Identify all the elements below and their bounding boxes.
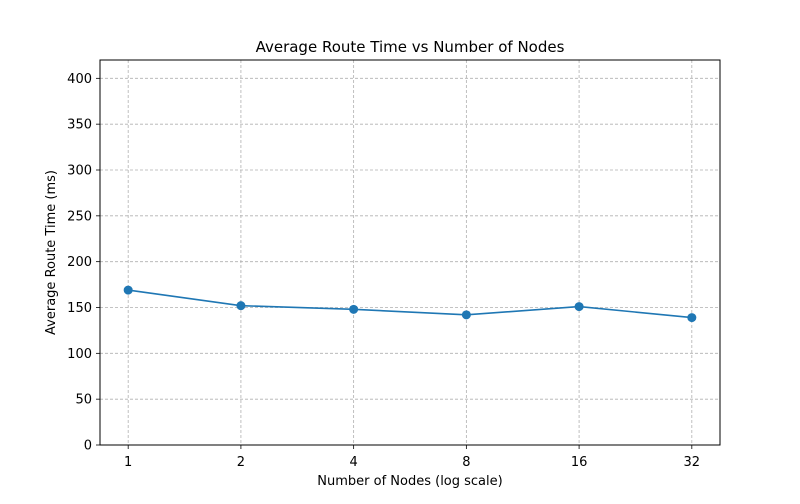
data-point — [574, 302, 584, 312]
y-axis-label: Average Route Time (ms) — [44, 170, 59, 335]
x-tick-label: 8 — [462, 455, 470, 470]
series-layer — [123, 285, 697, 323]
data-point — [461, 310, 471, 320]
plot-area-frame — [99, 59, 721, 446]
y-tick-label: 200 — [67, 255, 92, 270]
y-tick-label: 400 — [67, 72, 92, 87]
x-tick-label: 32 — [684, 455, 701, 470]
chart-title: Average Route Time vs Number of Nodes — [256, 38, 565, 56]
y-tick-label: 150 — [67, 301, 92, 316]
series-line — [128, 289, 692, 319]
y-tick-label: 100 — [67, 347, 92, 362]
y-tick-label: 50 — [75, 393, 92, 408]
x-axis-label: Number of Nodes (log scale) — [317, 474, 502, 489]
x-tick-label: 16 — [571, 455, 588, 470]
y-tick-label: 250 — [67, 209, 92, 224]
data-point — [236, 301, 246, 311]
x-tick-label: 4 — [349, 455, 357, 470]
data-point — [687, 313, 697, 323]
y-tick-label: 350 — [67, 118, 92, 133]
grid-layer — [100, 60, 720, 446]
data-point — [123, 285, 133, 295]
data-point — [349, 304, 359, 314]
tick-layer: 0 50 100 150 200 250 300 350 400 1 2 4 8 16 32 — [67, 72, 700, 470]
x-tick-label: 1 — [124, 455, 132, 470]
y-tick-label: 0 — [84, 439, 92, 454]
y-tick-label: 300 — [67, 164, 92, 179]
x-tick-label: 2 — [237, 455, 245, 470]
